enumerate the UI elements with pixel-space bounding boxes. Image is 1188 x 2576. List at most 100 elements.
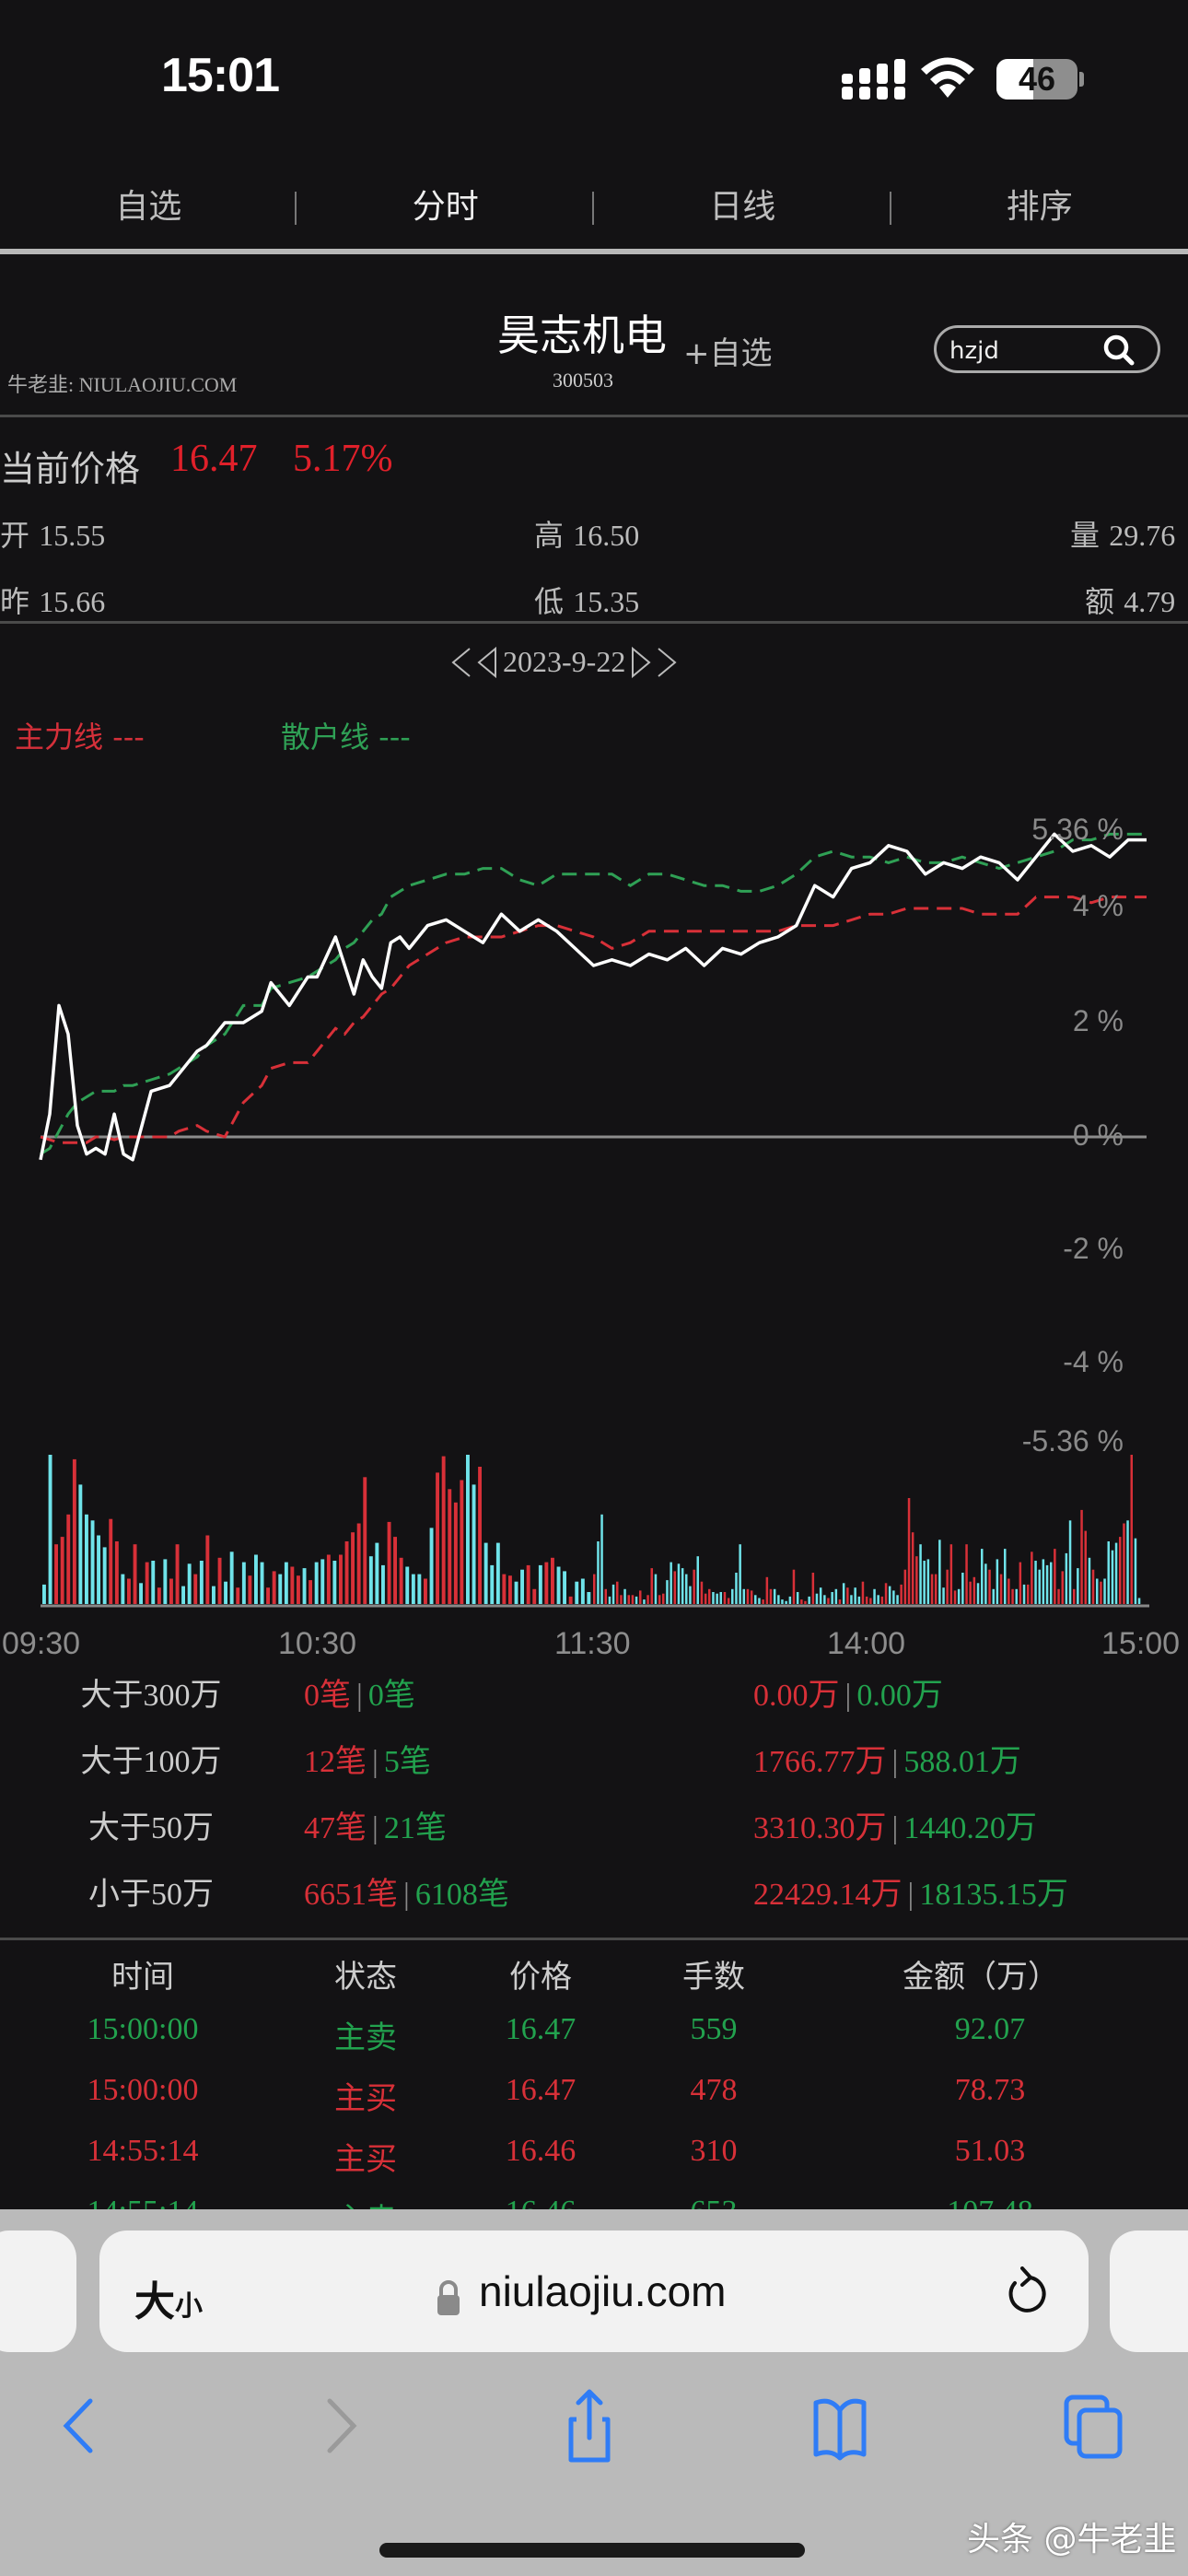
stock-name: 昊志机电 — [497, 310, 667, 360]
sell-amount: 0.00万 — [856, 1679, 943, 1713]
text-size-button[interactable]: 大小 — [134, 2268, 203, 2327]
tab-ranking[interactable]: 排序 — [1006, 188, 1073, 226]
search-icon[interactable] — [1102, 334, 1136, 367]
flow-stat-row: 小于50万 6651笔 | 6108笔 22429.14万 | 18135.15万 — [0, 1868, 1188, 1924]
main-force-line — [40, 896, 1147, 1144]
open-value: 15.55 — [39, 519, 106, 552]
url-text[interactable]: niulaojiu.com — [479, 2267, 727, 2315]
buy-amount: 3310.30万 — [753, 1811, 887, 1845]
forward-icon[interactable] — [302, 2384, 376, 2467]
buy-count: 12笔 — [304, 1745, 367, 1779]
search-input[interactable] — [948, 334, 1080, 369]
open-price: 开 15.55 — [0, 512, 105, 555]
col-time: 时间 — [111, 1959, 174, 1996]
battery-nub — [1079, 72, 1084, 87]
tab-intraday[interactable]: 分时 — [412, 188, 479, 226]
volume-value: 29.76 — [1109, 519, 1176, 552]
x-tick: 11:30 — [554, 1626, 631, 1661]
battery-level: 46 — [1018, 60, 1056, 98]
high-price: 高 16.50 — [534, 512, 639, 555]
next-day-icon[interactable] — [631, 646, 651, 678]
y-tick: 0 % — [1072, 1118, 1124, 1152]
legend-main-force: 主力线 --- — [15, 720, 145, 755]
trade-time: 15:00:00 — [87, 2073, 199, 2107]
trade-price: 16.47 — [505, 2073, 577, 2107]
low-value: 15.35 — [573, 585, 640, 618]
y-tick: 2 % — [1072, 1004, 1124, 1037]
prev-day-icon[interactable] — [477, 646, 497, 678]
change-percent: 5.17% — [293, 438, 393, 480]
last-day-icon[interactable] — [657, 647, 677, 678]
col-lots: 手数 — [682, 1959, 745, 1996]
intraday-chart[interactable] — [0, 792, 1188, 1456]
trade-amount: 51.03 — [954, 2134, 1026, 2168]
sell-count: 21笔 — [383, 1811, 447, 1845]
previous-tab-preview[interactable] — [0, 2231, 76, 2352]
trade-time: 14:55:14 — [87, 2134, 199, 2168]
trade-amount: 78.73 — [954, 2073, 1026, 2107]
share-icon[interactable] — [553, 2384, 626, 2467]
tab-daily[interactable]: 日线 — [709, 188, 776, 226]
trade-status: 主买 — [334, 2141, 397, 2178]
next-tab-preview[interactable] — [1110, 2231, 1188, 2352]
x-tick: 14:00 — [827, 1626, 906, 1661]
separator: | — [372, 1811, 379, 1845]
watermark: 头条 @牛老韭 — [967, 2521, 1177, 2558]
flow-stat-row: 大于50万 47笔 | 21笔 3310.30万 | 1440.20万 — [0, 1802, 1188, 1857]
trade-time: 15:00:00 — [87, 2012, 199, 2046]
tab-watchlist[interactable]: 自选 — [115, 188, 182, 226]
sell-amount: 18135.15万 — [919, 1878, 1068, 1912]
x-tick: 15:00 — [1101, 1626, 1181, 1661]
back-icon[interactable] — [46, 2384, 120, 2467]
reload-icon[interactable] — [1002, 2266, 1048, 2320]
tab-divider — [890, 192, 891, 225]
y-tick: 4 % — [1072, 889, 1124, 922]
trade-lots: 310 — [690, 2134, 738, 2168]
separator: | — [907, 1878, 914, 1912]
current-date: 2023-9-22 — [503, 645, 626, 678]
tabs-icon[interactable] — [1057, 2384, 1131, 2467]
flow-stat-count: 47笔 | 21笔 — [304, 1802, 447, 1847]
col-amount: 金额（万） — [903, 1959, 1059, 1996]
sell-count: 6108笔 — [414, 1878, 509, 1912]
flow-stat-label: 小于50万 — [88, 1878, 214, 1912]
bookmarks-icon[interactable] — [803, 2384, 877, 2467]
buy-amount: 22429.14万 — [753, 1878, 903, 1912]
amount-label: 额 — [1085, 584, 1115, 619]
trade-lots: 559 — [690, 2012, 738, 2046]
trade-lots: 478 — [690, 2073, 738, 2107]
text-size-small: 小 — [175, 2290, 203, 2323]
current-price-label: 当前价格 — [0, 449, 141, 489]
address-bar[interactable] — [99, 2231, 1089, 2352]
home-indicator[interactable] — [379, 2543, 805, 2558]
low-price: 低 15.35 — [534, 579, 639, 621]
buy-count: 0笔 — [304, 1679, 351, 1713]
prev-close-label: 昨 — [0, 584, 30, 619]
flow-stat-amount: 3310.30万 | 1440.20万 — [753, 1802, 1037, 1847]
high-label: 高 — [534, 518, 565, 553]
trade-price: 16.46 — [505, 2134, 577, 2168]
amount-value: 4.79 — [1124, 585, 1176, 618]
text-size-large: 大 — [134, 2278, 175, 2325]
cellular-signal-icon — [842, 59, 905, 100]
open-label: 开 — [0, 518, 30, 553]
trade-status: 主卖 — [334, 2020, 397, 2056]
add-to-watchlist-button[interactable]: +自选 — [683, 335, 773, 372]
legend-retail: 散户线 --- — [281, 720, 411, 755]
sell-amount: 588.01万 — [903, 1745, 1021, 1779]
volume-label: 量 — [1070, 518, 1101, 553]
y-tick: -4 % — [1063, 1345, 1124, 1378]
separator: | — [356, 1679, 363, 1713]
prev-close: 昨 15.66 — [0, 579, 105, 621]
sell-count: 0笔 — [367, 1679, 415, 1713]
trade-row: 15:00:00 主卖 16.47 559 92.07 — [0, 2012, 1188, 2073]
tab-divider — [592, 192, 594, 225]
first-day-icon[interactable] — [451, 647, 472, 678]
tabs-underline — [0, 249, 1188, 254]
low-label: 低 — [534, 584, 565, 619]
trade-status: 主买 — [334, 2080, 397, 2117]
wifi-icon — [921, 57, 974, 98]
high-value: 16.50 — [573, 519, 640, 552]
main-tabs: 自选 分时 日线 排序 — [0, 175, 1188, 249]
flow-stat-count: 0笔 | 0笔 — [304, 1669, 415, 1715]
